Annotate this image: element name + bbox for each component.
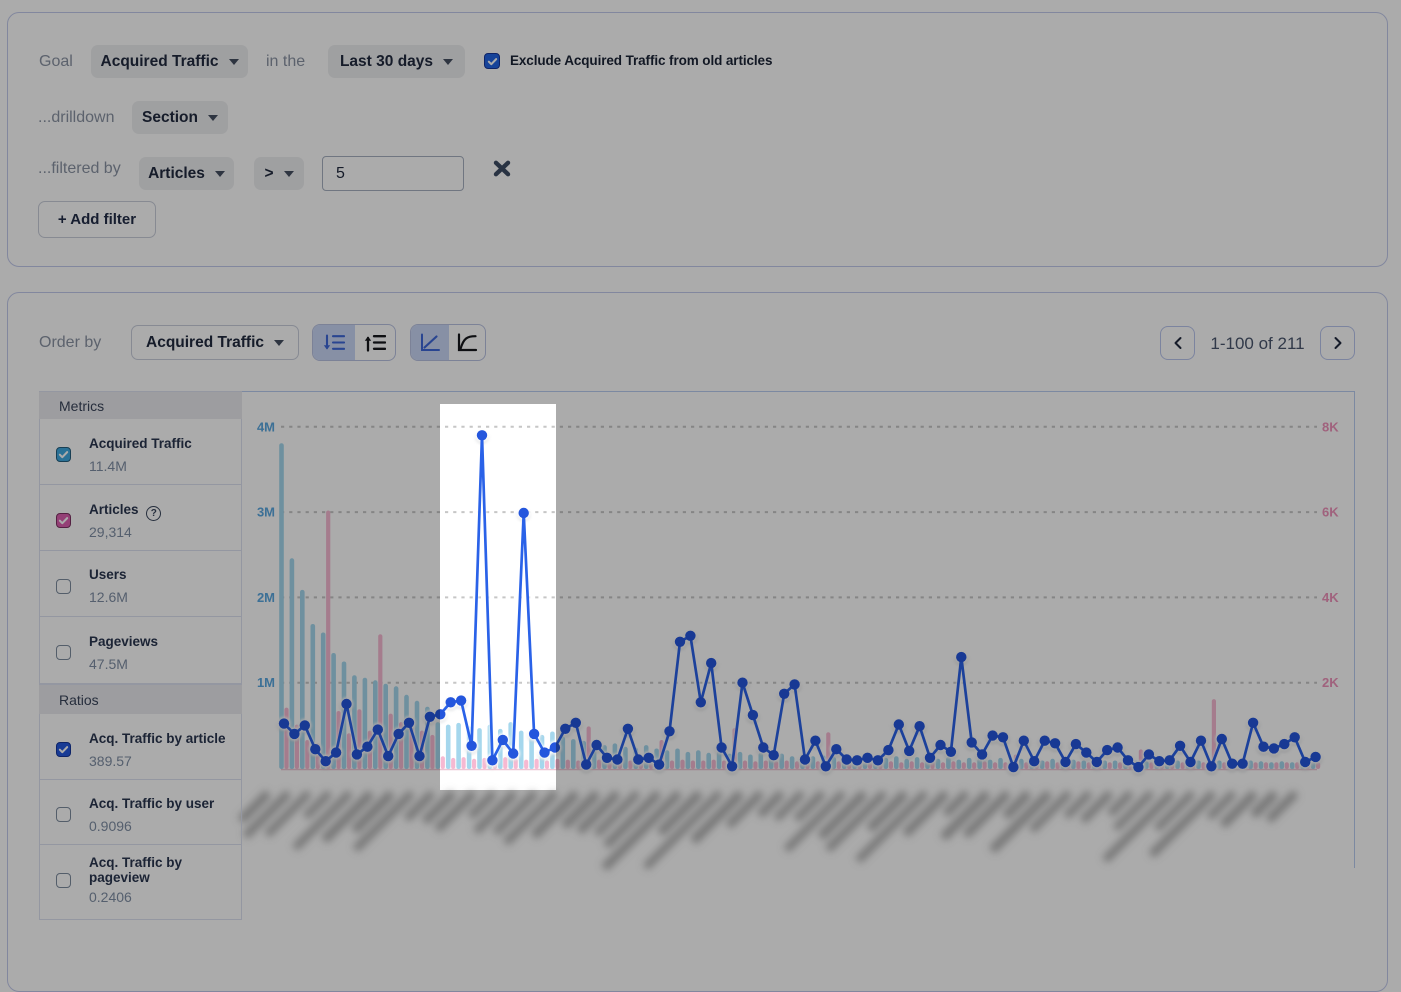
svg-text:8K: 8K bbox=[1322, 419, 1339, 434]
svg-text:6K: 6K bbox=[1322, 505, 1339, 520]
svg-text:3M: 3M bbox=[257, 505, 275, 520]
svg-text:4M: 4M bbox=[257, 419, 275, 434]
svg-text:1M: 1M bbox=[257, 675, 275, 690]
svg-text:2K: 2K bbox=[1322, 675, 1339, 690]
svg-text:2M: 2M bbox=[257, 590, 275, 605]
svg-text:4K: 4K bbox=[1322, 590, 1339, 605]
